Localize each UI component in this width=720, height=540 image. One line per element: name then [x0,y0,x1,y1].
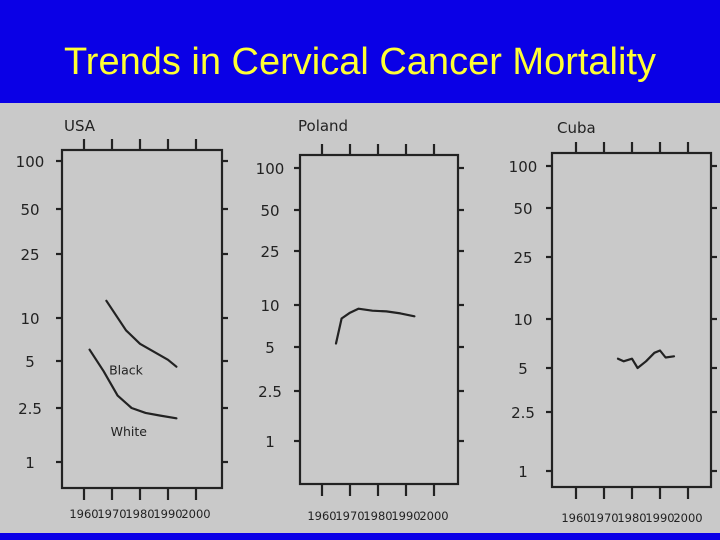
slide-title: Trends in Cervical Cancer Mortality [64,41,656,83]
x-tick-label: 1990 [645,511,674,525]
chart-frame [298,153,460,486]
series-line-black [105,299,178,368]
x-tick-label: 1970 [335,509,364,523]
y-tick-label: 100 [16,153,45,171]
x-tick-label: 2000 [673,511,702,525]
x-tick-label: 1990 [153,507,182,521]
y-tick-label: 25 [513,249,532,267]
x-tick-label: 1970 [589,511,618,525]
chart-title: Cuba [557,119,596,137]
x-tick-label: 1960 [307,509,336,523]
y-tick-label: 50 [20,201,39,219]
series-line [616,349,676,370]
series-line-white [88,348,178,420]
y-tick-label: 1 [25,454,35,472]
y-tick-label: 100 [509,158,538,176]
y-tick-label: 50 [260,202,279,220]
y-tick-label: 50 [513,200,532,218]
y-tick-label: 5 [265,339,275,357]
bottom-strip [0,533,720,540]
x-tick-label: 1970 [97,507,126,521]
x-tick-label: 1980 [125,507,154,521]
y-tick-label: 25 [20,246,39,264]
x-tick-label: 1990 [391,509,420,523]
series-line [334,307,416,345]
title-bar: Trends in Cervical Cancer Mortality [0,0,720,103]
x-tick-label: 2000 [419,509,448,523]
y-tick-label: 1 [518,463,528,481]
series-label-black: Black [109,362,144,377]
y-tick-label: 10 [513,311,532,329]
x-tick-label: 2000 [181,507,210,521]
y-tick-label: 25 [260,243,279,261]
y-tick-label: 2.5 [258,383,282,401]
series-label-white: White [111,424,148,439]
y-tick-label: 1 [265,433,275,451]
y-tick-label: 10 [20,310,39,328]
y-tick-label: 2.5 [511,404,535,422]
chart-title: USA [64,117,96,135]
plot-area [0,103,720,533]
x-tick-label: 1980 [617,511,646,525]
chart-frame [550,151,713,489]
y-tick-label: 2.5 [18,400,42,418]
x-tick-label: 1960 [69,507,98,521]
x-tick-label: 1960 [561,511,590,525]
chart-title: Poland [298,117,348,135]
x-tick-label: 1980 [363,509,392,523]
y-tick-label: 10 [260,297,279,315]
y-tick-label: 5 [25,353,35,371]
y-tick-label: 5 [518,360,528,378]
y-tick-label: 100 [256,160,285,178]
